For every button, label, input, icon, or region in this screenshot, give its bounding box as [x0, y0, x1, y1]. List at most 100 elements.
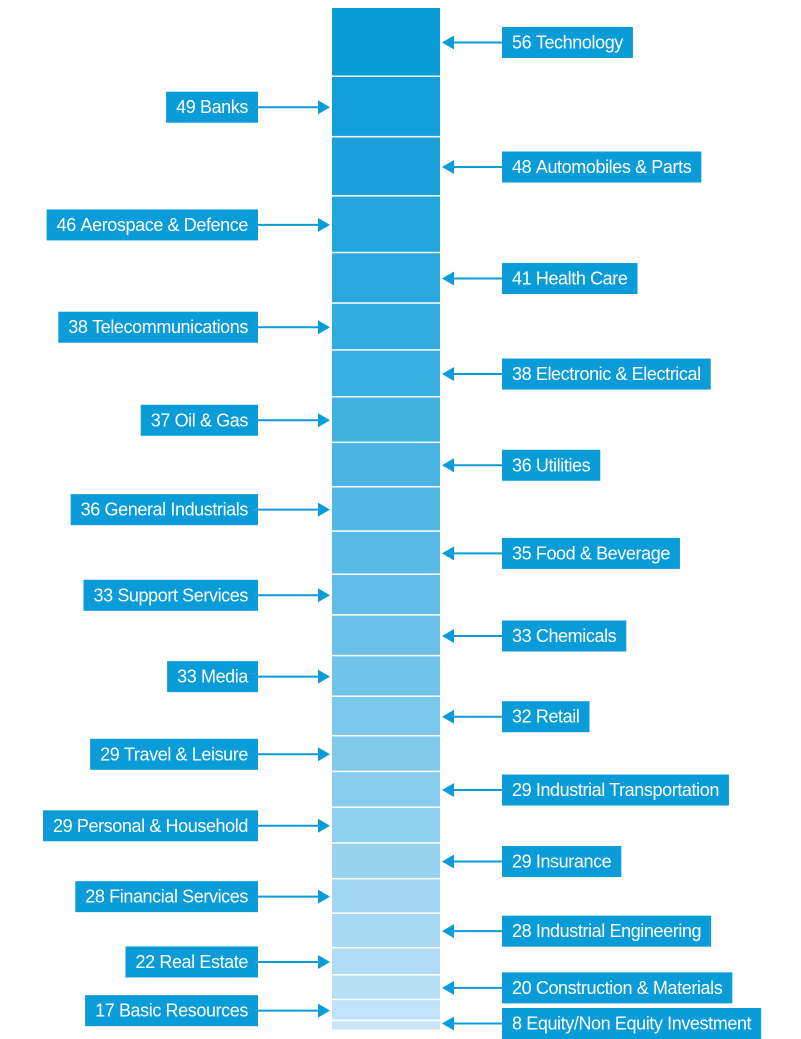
label-group: 46 Aerospace & Defence: [46, 209, 330, 241]
label-value: 38: [68, 317, 88, 337]
label: 32 Retail: [512, 707, 579, 727]
arrow-head: [318, 1003, 330, 1018]
segment: [332, 196, 440, 252]
label-box: [502, 449, 601, 481]
label: 56 Technology: [512, 33, 623, 53]
label: 37 Oil & Gas: [151, 410, 249, 430]
label: 36 Utilities: [512, 455, 591, 475]
segment: [332, 615, 440, 655]
label-name: Basic Resources: [119, 1001, 248, 1021]
label-name: Aerospace & Defence: [80, 215, 248, 235]
arrow-head: [442, 709, 454, 724]
label-box: [46, 209, 258, 241]
label-value: 33: [512, 626, 532, 646]
arrow-head: [442, 980, 454, 995]
segment: [332, 736, 440, 771]
segment: [332, 531, 440, 574]
label: 29 Insurance: [512, 852, 612, 872]
label-name: Telecommunications: [92, 317, 248, 337]
label-box: [125, 946, 258, 978]
label-value: 36: [512, 455, 532, 475]
label-value: 48: [512, 157, 532, 177]
label-name: Construction & Materials: [536, 978, 723, 998]
label-group: 35 Food & Beverage: [442, 537, 680, 569]
arrow-head: [442, 783, 454, 798]
label: 41 Health Care: [512, 269, 628, 289]
label-value: 17: [95, 1001, 115, 1021]
label-box: [502, 263, 638, 295]
arrow-head: [318, 747, 330, 762]
label-value: 37: [151, 410, 171, 430]
label-group: 36 Utilities: [442, 449, 601, 481]
segment: [332, 772, 440, 807]
label-value: 56: [512, 33, 532, 53]
label-group: 38 Telecommunications: [58, 311, 330, 343]
label-name: Utilities: [536, 455, 591, 475]
label: 8 Equity/Non Equity Investment: [512, 1014, 752, 1034]
label-box: [502, 27, 633, 59]
label: 20 Construction & Materials: [512, 978, 723, 998]
label-box: [502, 358, 711, 390]
label-name: Media: [201, 667, 249, 687]
label: 28 Industrial Engineering: [512, 921, 701, 941]
segment: [332, 303, 440, 350]
label-box: [502, 774, 729, 806]
arrow-head: [318, 669, 330, 684]
label-group: 41 Health Care: [442, 263, 638, 295]
label: 46 Aerospace & Defence: [57, 215, 249, 235]
segment: [332, 8, 440, 76]
segment: [332, 1021, 440, 1030]
arrow-head: [318, 413, 330, 428]
segment: [332, 948, 440, 975]
label-box: [85, 995, 258, 1027]
label-value: 33: [177, 667, 197, 687]
label-value: 33: [93, 585, 113, 605]
label-group: 17 Basic Resources: [85, 995, 330, 1027]
label-box: [58, 311, 258, 343]
label-box: [167, 661, 258, 693]
arrow-head: [318, 588, 330, 603]
segment: [332, 913, 440, 947]
label-group: 28 Financial Services: [75, 881, 330, 913]
segment: [332, 443, 440, 486]
arrow-head: [318, 100, 330, 115]
arrow-head: [318, 889, 330, 904]
arrow-head: [442, 854, 454, 869]
label-name: Industrial Engineering: [536, 921, 701, 941]
label-name: Financial Services: [109, 887, 248, 907]
label-name: Chemicals: [536, 626, 617, 646]
arrow-head: [442, 628, 454, 643]
segment: [332, 975, 440, 999]
label-name: Insurance: [536, 852, 612, 872]
label-box: [502, 151, 702, 183]
label: 35 Food & Beverage: [512, 543, 670, 563]
segment: [332, 350, 440, 396]
arrow-head: [442, 546, 454, 561]
label-box: [90, 738, 258, 770]
label-group: 28 Industrial Engineering: [442, 915, 712, 947]
segment: [332, 656, 440, 696]
label: 38 Electronic & Electrical: [512, 364, 701, 384]
segment: [332, 696, 440, 735]
segment: [332, 574, 440, 615]
label-group: 36 General Industrials: [70, 494, 330, 526]
label-group: 33 Media: [167, 661, 330, 693]
label: 17 Basic Resources: [95, 1001, 248, 1021]
label-box: [502, 620, 627, 652]
label-name: Oil & Gas: [175, 410, 249, 430]
label: 22 Real Estate: [136, 952, 249, 972]
label: 48 Automobiles & Parts: [512, 157, 692, 177]
label: 33 Media: [177, 667, 249, 687]
label-group: 33 Chemicals: [442, 620, 627, 652]
label-value: 22: [136, 952, 156, 972]
label: 38 Telecommunications: [68, 317, 248, 337]
label-group: 20 Construction & Materials: [442, 972, 733, 1004]
label-value: 41: [512, 269, 532, 289]
arrow-head: [442, 271, 454, 286]
label-value: 29: [512, 780, 532, 800]
label-value: 29: [512, 852, 532, 872]
label-name: Retail: [536, 707, 580, 727]
label-name: Food & Beverage: [536, 543, 670, 563]
